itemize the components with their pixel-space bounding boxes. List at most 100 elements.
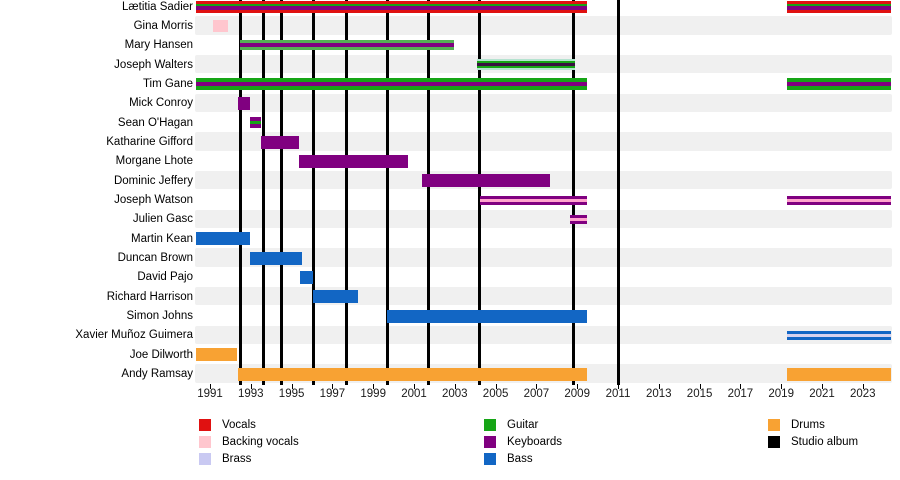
instrument-stripe	[570, 217, 588, 221]
instrument-stripe	[477, 59, 576, 62]
instrument-stripe	[787, 330, 892, 334]
legend-label: Drums	[791, 419, 825, 431]
tenure-bar	[787, 78, 892, 91]
legend-swatch-guitar	[484, 419, 496, 431]
instrument-stripe	[195, 0, 588, 4]
axis-tick	[210, 384, 211, 389]
tenure-bar	[261, 135, 299, 149]
studio-album-line	[261, 0, 265, 385]
member-label: Joe Dilworth	[129, 348, 193, 361]
legend-column: Vocals Backing vocals Brass	[199, 419, 299, 470]
member-label: Xavier Muñoz Guimera	[75, 329, 193, 342]
legend-item: Guitar	[484, 419, 562, 431]
member-label: Morgane Lhote	[115, 155, 193, 168]
axis-tick-label: 1993	[238, 388, 264, 400]
axis-tick	[862, 384, 864, 389]
member-label: Duncan Brown	[117, 252, 193, 265]
instrument-stripe	[239, 40, 454, 44]
tenure-bar	[239, 40, 454, 51]
instrument-stripe	[787, 86, 892, 91]
legend-item: Backing vocals	[199, 436, 299, 448]
legend-item: Bass	[484, 453, 562, 465]
axis-tick-label: 2021	[809, 388, 835, 400]
axis-tick-label: 1995	[278, 388, 305, 400]
instrument-stripe	[249, 117, 261, 122]
instrument-stripe	[237, 96, 250, 110]
tenure-bar	[249, 117, 261, 129]
instrument-stripe	[195, 9, 588, 13]
axis-tick	[699, 384, 701, 389]
axis-tick	[454, 384, 456, 389]
studio-album-line	[426, 0, 430, 385]
row-band	[195, 209, 892, 229]
legend-item: Drums	[768, 419, 858, 431]
instrument-stripe	[570, 214, 588, 218]
instrument-stripe	[787, 9, 892, 13]
member-label: Katharine Gifford	[106, 136, 193, 149]
legend-label: Backing vocals	[222, 436, 299, 448]
legend-label: Bass	[507, 453, 533, 465]
tenure-bar	[213, 20, 229, 33]
axis-tick-label: 2005	[482, 388, 509, 400]
axis-tick	[822, 384, 823, 389]
tenure-bar	[195, 78, 588, 91]
axis-tick	[740, 384, 742, 389]
axis-tick-label: 2015	[686, 388, 713, 400]
instrument-stripe	[299, 270, 313, 284]
member-label: Mary Hansen	[124, 39, 193, 52]
instrument-stripe	[787, 333, 892, 337]
legend-column: Drums Studio album	[768, 419, 858, 453]
instrument-stripe	[195, 82, 588, 87]
axis-tick	[536, 384, 538, 389]
legend-item: Vocals	[199, 419, 299, 431]
instrument-stripe	[195, 5, 588, 10]
row-band	[195, 93, 892, 113]
tenure-bar	[249, 251, 302, 265]
tenure-bar	[299, 270, 313, 284]
instrument-stripe	[477, 63, 576, 67]
instrument-stripe	[787, 367, 892, 381]
axis-tick	[495, 384, 497, 389]
legend-swatch-drums	[768, 419, 780, 431]
tenure-bar	[477, 59, 576, 71]
tenure-bar	[195, 348, 238, 362]
member-label: Sean O'Hagan	[117, 116, 193, 129]
row-band	[195, 248, 892, 267]
axis-tick	[414, 384, 415, 389]
instrument-stripe	[239, 43, 454, 48]
studio-album-line	[345, 0, 349, 385]
instrument-stripe	[237, 367, 588, 381]
row-band	[195, 132, 892, 151]
axis-tick	[291, 384, 293, 389]
tenure-bar	[480, 195, 588, 205]
tenure-bar	[313, 290, 358, 304]
legend-label: Vocals	[222, 419, 256, 431]
instrument-stripe	[387, 309, 588, 323]
instrument-stripe	[249, 121, 261, 125]
tenure-bar	[787, 195, 892, 205]
member-label: Lætitia Sadier	[122, 0, 193, 13]
instrument-stripe	[213, 20, 229, 33]
studio-album-line	[571, 0, 575, 385]
tenure-bar	[237, 367, 588, 381]
member-label: Tim Gane	[142, 78, 193, 91]
legend-swatch-brass	[199, 453, 211, 465]
instrument-stripe	[249, 124, 261, 129]
instrument-stripe	[195, 86, 588, 91]
studio-album-line	[311, 0, 315, 385]
row-band	[195, 16, 892, 35]
legend-label: Guitar	[507, 419, 539, 431]
tenure-bar	[422, 174, 550, 188]
instrument-stripe	[787, 0, 892, 4]
studio-album-line	[385, 0, 389, 385]
member-label: Dominic Jeffery	[113, 174, 193, 187]
member-label: Mick Conroy	[129, 97, 193, 110]
instrument-stripe	[787, 198, 892, 202]
tenure-bar	[787, 367, 892, 381]
axis-tick	[658, 384, 660, 389]
axis-tick-label: 2017	[727, 388, 754, 400]
axis-tick-label: 2023	[850, 388, 876, 400]
instrument-stripe	[477, 61, 576, 64]
axis-tick-label: 2003	[442, 388, 468, 400]
